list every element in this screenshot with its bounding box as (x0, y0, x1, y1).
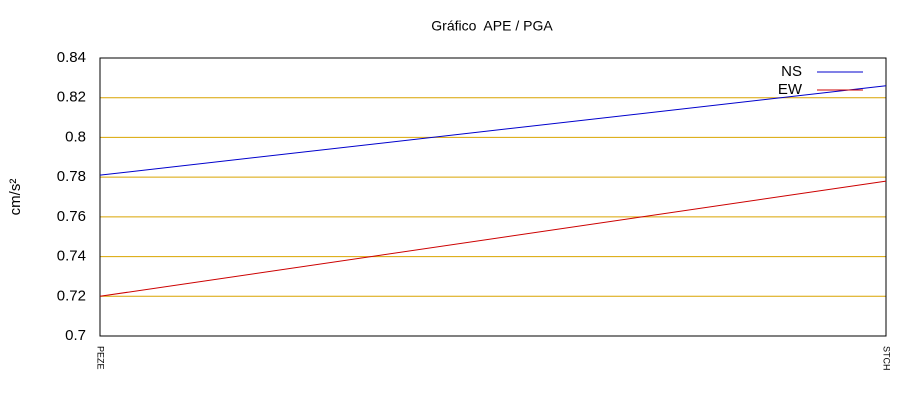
plot-frame (99, 57, 887, 337)
chart-title: Gráfico APE / PGA (431, 18, 553, 34)
legend-label: EW (778, 81, 803, 98)
y-tick-label: 0.84 (57, 49, 86, 66)
y-tick-label: 0.78 (57, 168, 86, 185)
y-tick-label: 0.82 (57, 89, 86, 106)
x-tick-label: PEZE (96, 346, 106, 370)
y-tick-label: 0.72 (57, 287, 86, 304)
y-tick-label: 0.7 (65, 327, 86, 344)
y-tick-label: 0.8 (65, 128, 86, 145)
data-line (99, 180, 887, 297)
x-tick-label: STCH (882, 346, 892, 371)
data-line (99, 85, 887, 176)
y-tick-label: 0.74 (57, 248, 86, 265)
y-axis-label: cm/s² (7, 179, 24, 216)
legend-label: NS (781, 63, 802, 80)
y-tick-label: 0.76 (57, 208, 86, 225)
